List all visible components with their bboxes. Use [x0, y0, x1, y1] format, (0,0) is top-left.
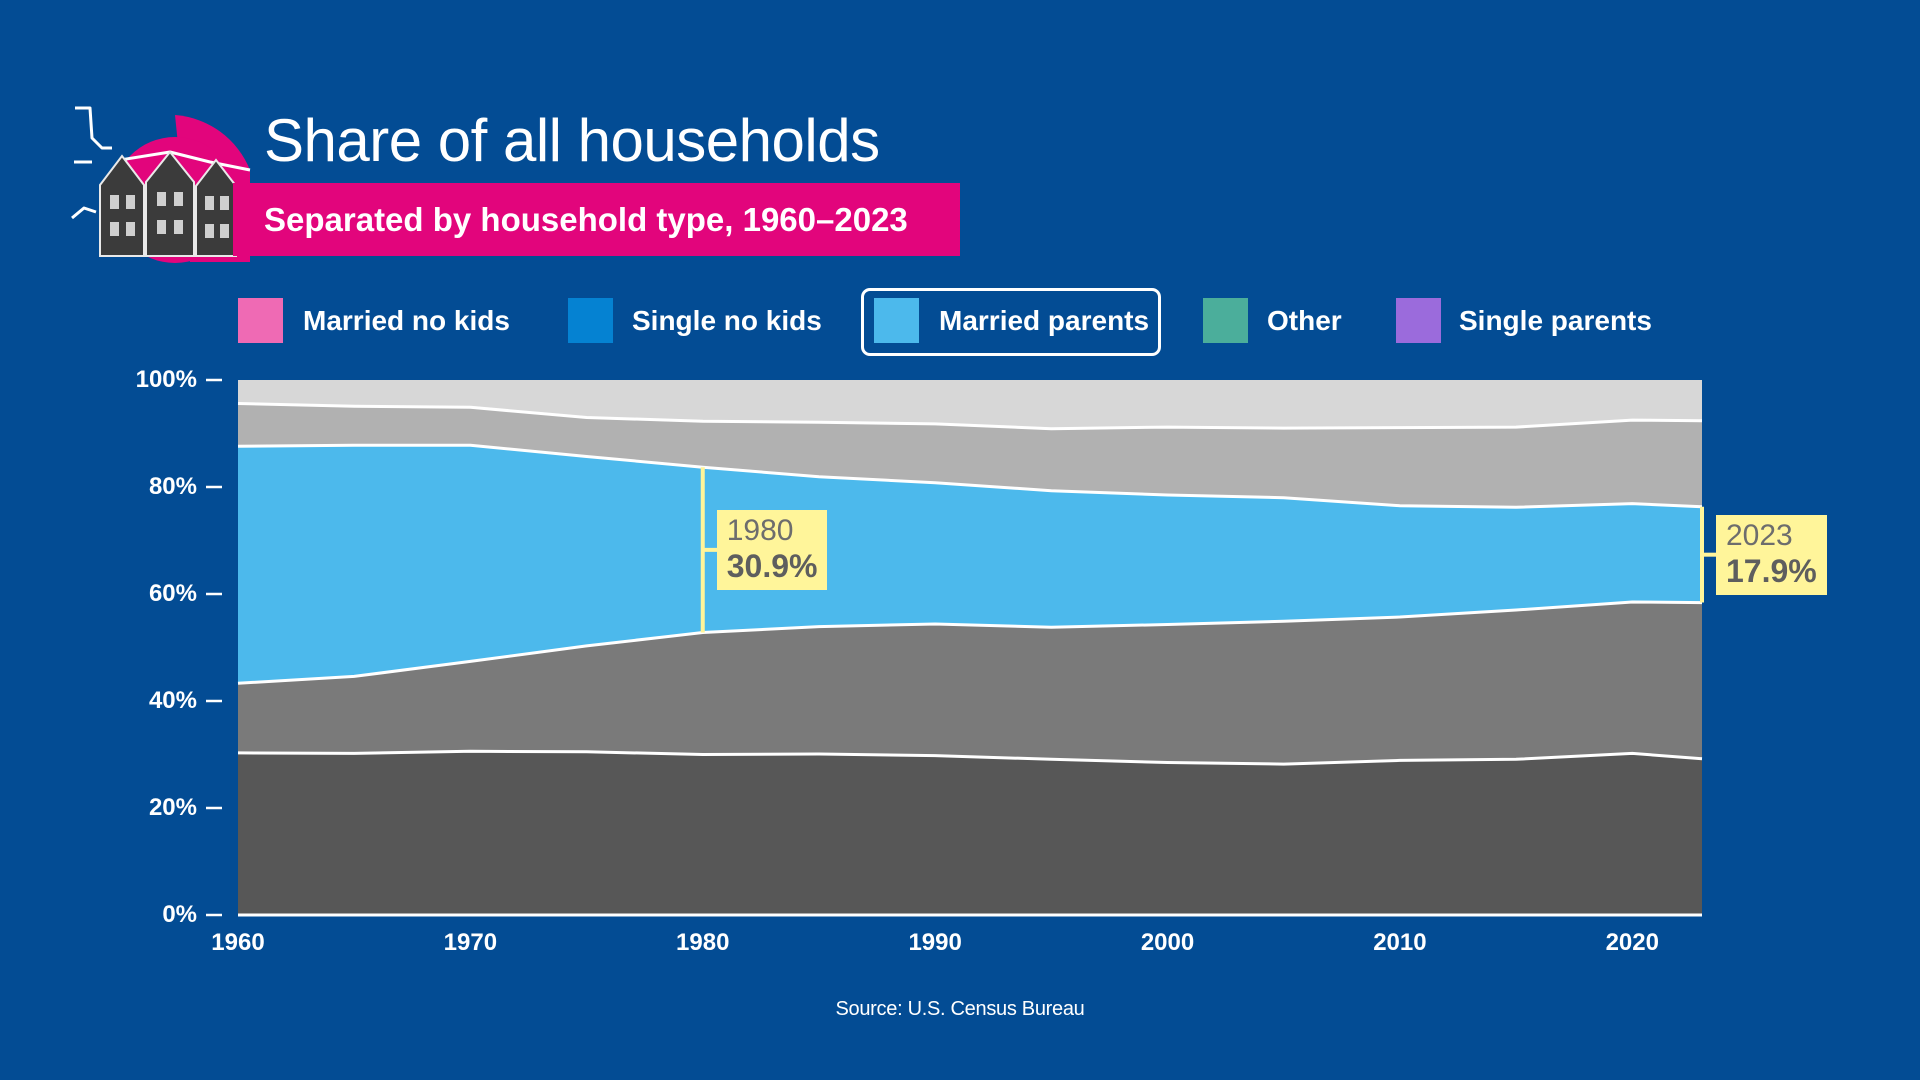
x-tick-label: 1990 — [908, 929, 962, 956]
chart-subtitle: Separated by household type, 1960–2023 — [264, 201, 908, 238]
legend-label-single-no-kids: Single no kids — [632, 305, 822, 336]
y-tick-label: 20% — [148, 794, 197, 821]
callout-2023-year: 2023 — [1726, 518, 1793, 552]
callout-1980-value: 30.9% — [726, 547, 818, 584]
x-tick-label: 2020 — [1605, 929, 1659, 956]
y-tick-label: 60% — [148, 580, 197, 607]
legend-swatch-single-no-kids — [568, 298, 613, 343]
boundary-single-no-kids — [237, 600, 1703, 685]
boundary-married-no-kids — [237, 749, 1703, 766]
area-other — [238, 403, 1702, 508]
legend-label-other: Other — [1267, 305, 1342, 336]
y-axis-ticks — [206, 378, 222, 917]
stacked-areas — [238, 380, 1702, 915]
legend-item-single-no-kids[interactable]: Single no kids — [568, 296, 838, 344]
callout-1980-year: 1980 — [726, 513, 794, 547]
chart-title: Share of all households — [264, 107, 880, 174]
y-tick-label: 80% — [148, 473, 197, 500]
area-single-parents — [238, 380, 1702, 429]
area-single-no-kids — [238, 602, 1702, 765]
x-tick-label: 2000 — [1140, 929, 1195, 956]
y-tick-label: 40% — [148, 687, 197, 714]
legend-swatch-married-parents — [874, 298, 919, 343]
subtitle-banner: Separated by household type, 1960–2023 — [233, 183, 960, 256]
legend-label-married-parents: Married parents — [939, 305, 1150, 336]
legend-item-married-parents[interactable]: Married parents — [861, 288, 1161, 356]
houses-illustration — [71, 106, 251, 263]
legend-label-married-no-kids: Married no kids — [303, 305, 510, 336]
x-tick-label: 2010 — [1373, 929, 1427, 956]
callout-1980: 1980 30.9% — [716, 509, 828, 590]
y-tick-label: 0% — [162, 901, 197, 928]
callout-2023-value: 17.9% — [1726, 552, 1817, 589]
callout-2023: 2023 17.9% — [1716, 514, 1827, 595]
boundary-other — [237, 402, 1703, 431]
legend-swatch-married-no-kids — [238, 298, 283, 343]
source-note: Source: U.S. Census Bureau — [835, 998, 1085, 1020]
legend-label-single-parents: Single parents — [1459, 305, 1652, 336]
area-married-parents — [238, 445, 1702, 684]
legend-item-single-parents[interactable]: Single parents — [1396, 296, 1666, 344]
annotation-markers — [700, 467, 1718, 633]
x-tick-label: 1980 — [676, 929, 730, 956]
area-boundaries — [237, 402, 1703, 917]
y-tick-label: 100% — [135, 366, 197, 393]
area-married-no-kids — [238, 751, 1702, 915]
x-tick-label: 1970 — [443, 929, 498, 956]
legend-swatch-single-parents — [1396, 298, 1441, 343]
boundary-married-parents — [237, 443, 1703, 509]
x-tick-label: 1960 — [211, 929, 265, 956]
legend-item-married-no-kids[interactable]: Married no kids — [238, 296, 518, 344]
legend-item-other[interactable]: Other — [1203, 296, 1363, 344]
legend-swatch-other — [1203, 298, 1248, 343]
